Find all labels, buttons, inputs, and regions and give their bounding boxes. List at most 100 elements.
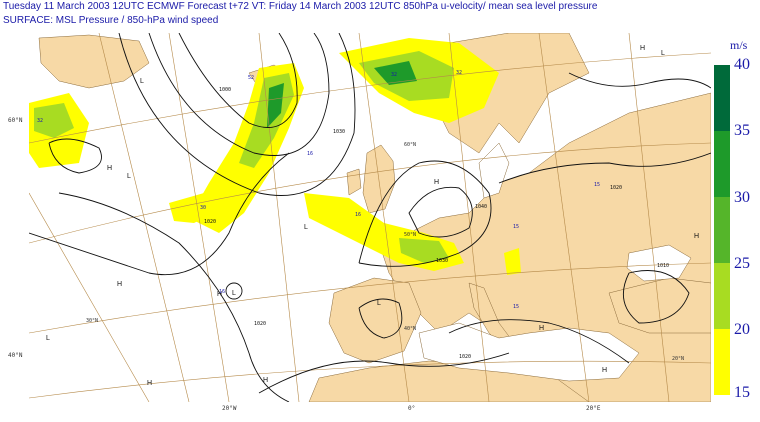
wind-band-atlantic	[169, 193, 214, 223]
parallel-40n	[29, 262, 711, 334]
legend-tick: 15	[734, 384, 750, 401]
pressure-h-corner: H	[694, 233, 699, 240]
isobar-label: 1000	[219, 87, 231, 93]
wind-max-label: 16	[219, 289, 225, 295]
meridian-40w	[29, 192, 150, 402]
isobar-high-scandi-inner	[408, 186, 473, 238]
legend-tick: 20	[734, 321, 750, 338]
graticule-labels: 60°N 50°N 40°N 30°N 20°N	[86, 142, 684, 362]
lon-label-20e: 20°E	[586, 405, 601, 412]
lon-label-20w: 20°W	[222, 405, 237, 412]
wind-band-channel-mid	[399, 238, 449, 263]
isobar-greenland	[48, 138, 102, 174]
legend-tick: 35	[734, 122, 750, 139]
wind-max-label: 30	[200, 205, 206, 211]
isobar-label: 1020	[254, 321, 266, 327]
isobars	[29, 33, 711, 402]
isobar-1020-atlantic	[29, 152, 290, 276]
ireland	[346, 168, 362, 196]
wind-speed-legend: m/s 40 35 30 25 20 15	[712, 38, 760, 401]
legend-tick: 30	[734, 189, 750, 206]
isobar-label: 1020	[204, 219, 216, 225]
pressure-h-atlantic-west: H	[107, 165, 112, 172]
meridian-30w	[98, 33, 190, 402]
isobar-1010-east	[622, 270, 690, 324]
pressure-h-scandinavia: H	[434, 179, 439, 186]
wind-max-label: 15	[513, 224, 519, 230]
wind-max-label: 16	[307, 151, 313, 157]
isobar-1030-atlantic	[58, 192, 290, 402]
meridian-30e	[628, 33, 670, 402]
isobar-low-iceland-3	[118, 33, 356, 196]
pressure-centres: H L H L H L H L L H H H H L H L H	[46, 45, 699, 387]
wind-max-label: 32	[37, 118, 43, 124]
pressure-h-north: H	[640, 45, 645, 52]
legend-tick: 40	[734, 56, 750, 73]
wind-band-iceland-core	[267, 83, 284, 128]
legend-unit: m/s	[730, 38, 748, 52]
pressure-l-iberia: L	[377, 300, 381, 307]
wind-max-label: 32	[391, 72, 397, 78]
lat-label-40n-edge: 40°N	[8, 352, 23, 359]
lat-label-40n-inner: 40°N	[404, 326, 416, 332]
isobar-1020-europe	[498, 152, 711, 184]
pressure-l-atlantic-west: L	[127, 173, 131, 180]
pressure-h-far-south: H	[263, 377, 268, 384]
pressure-l-iceland: L	[304, 224, 308, 231]
wind-max-label: 15	[594, 182, 600, 188]
wind-maxima: 32 32 52 16 30 16 16 32 15 15 15	[37, 70, 600, 310]
wind-max-label: 16	[355, 212, 361, 218]
meridian-10e	[448, 33, 490, 402]
black-sea	[626, 244, 692, 282]
isobar-label: 1040	[475, 204, 487, 210]
header-subtitle: SURFACE: MSL Pressure / 850-hPa wind spe…	[3, 15, 219, 26]
legend-swatch	[714, 131, 730, 197]
meridian-20e	[538, 33, 590, 402]
legend-swatch	[714, 197, 730, 263]
graticule	[29, 33, 711, 402]
legend-swatch	[714, 263, 730, 329]
isobar-label: 1010	[657, 263, 669, 269]
wind-max-label: 32	[456, 70, 462, 76]
wind-shading	[29, 38, 521, 275]
parallel-50n	[29, 142, 711, 244]
isobar-low-iceland	[178, 33, 298, 128]
map-header: Tuesday 11 March 2003 12UTC ECMWF Foreca…	[3, 0, 723, 28]
wind-band-norway-core	[374, 61, 417, 85]
legend-tick: 25	[734, 255, 750, 272]
pressure-h-atlantic-mid: H	[117, 281, 122, 288]
parallel-60n	[29, 52, 711, 144]
isobar-labels: 1000 1020 1030 1040 1020 1010 1030 1020 …	[204, 87, 669, 360]
isobar-label: 1020	[610, 185, 622, 191]
isobar-south	[258, 352, 510, 394]
legend-swatch	[714, 65, 730, 131]
parallel-30n	[29, 360, 711, 399]
weather-map: H L H L H L H L L H H H H L H L H 1000 1…	[29, 33, 711, 402]
wind-max-label: 15	[513, 304, 519, 310]
pressure-h-azores: H	[217, 291, 222, 298]
legend-swatch	[714, 329, 730, 395]
pressure-h-east: H	[602, 367, 607, 374]
isobar-high-scandi	[358, 160, 492, 267]
meridian-10w	[258, 33, 300, 402]
lat-label-60n-inner: 60°N	[404, 142, 416, 148]
pressure-l-north: L	[140, 78, 144, 85]
lat-label-60n-edge: 60°N	[8, 117, 23, 124]
pressure-h-mediterranean: H	[539, 325, 544, 332]
isobar-label: 1020	[459, 354, 471, 360]
pressure-l-north-east: L	[661, 50, 665, 57]
pressure-h-south: H	[147, 380, 152, 387]
isobar-low-iceland-2	[148, 33, 330, 156]
isobar-north-east	[568, 72, 711, 89]
lat-label-50n-inner: 50°N	[404, 232, 416, 238]
lon-label-0: 0°	[408, 405, 416, 412]
isobar-low-iberia	[358, 298, 403, 339]
pressure-l-south-west: L	[46, 335, 50, 342]
wind-band-greenland-core	[34, 103, 74, 138]
header-title: Tuesday 11 March 2003 12UTC ECMWF Foreca…	[3, 1, 598, 12]
isobar-azores-low	[225, 282, 243, 300]
greenland	[38, 34, 150, 89]
meridian-0	[358, 33, 410, 402]
isobar-mediterranean	[448, 319, 630, 364]
lat-label-30n-inner: 30°N	[86, 318, 98, 324]
